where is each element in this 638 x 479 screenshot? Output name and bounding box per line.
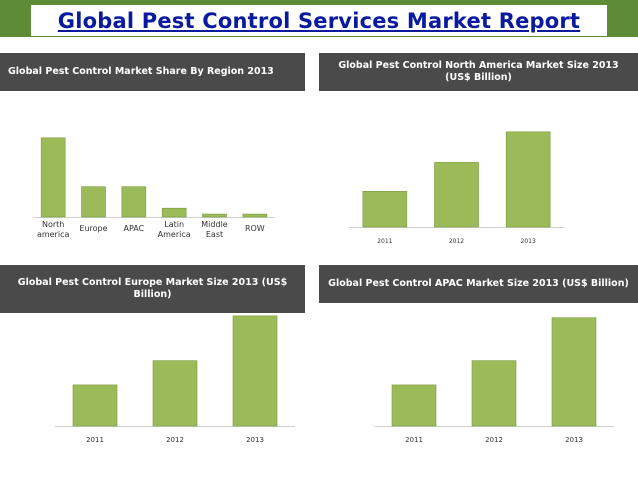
- chart-header-region: Global Pest Control Market Share By Regi…: [0, 53, 305, 91]
- bar-row: [242, 213, 268, 218]
- bar-2013: [551, 317, 597, 427]
- tick-label: Middle East: [201, 220, 228, 239]
- chart-europe: 2011 2012 2013: [55, 315, 295, 444]
- bar-apac: [121, 186, 147, 218]
- chart-header-north-america: Global Pest Control North America Market…: [319, 53, 638, 91]
- bar-2013: [232, 315, 278, 427]
- tick-label: Europe: [79, 224, 107, 233]
- tick-label: APAC: [123, 224, 144, 233]
- tick-label: 2012: [485, 436, 503, 444]
- chart-title-europe: Global Pest Control Europe Market Size 2…: [17, 277, 288, 300]
- tick-label: 2011: [86, 436, 104, 444]
- title-bar: Global Pest Control Services Market Repo…: [0, 0, 638, 37]
- bar-2011: [72, 384, 118, 427]
- title-box: Global Pest Control Services Market Repo…: [31, 5, 607, 36]
- bar-2011: [362, 191, 408, 228]
- chart-title-region: Global Pest Control Market Share By Regi…: [8, 66, 274, 77]
- chart-header-europe: Global Pest Control Europe Market Size 2…: [0, 265, 305, 313]
- tick-label: 2013: [565, 436, 583, 444]
- chart-title-apac: Global Pest Control APAC Market Size 201…: [328, 278, 629, 289]
- bar-2013: [505, 131, 551, 228]
- tick-label: 2013: [521, 238, 536, 245]
- chart-header-apac: Global Pest Control APAC Market Size 201…: [319, 265, 638, 303]
- bar-2012: [152, 360, 198, 427]
- tick-label: 2012: [449, 238, 464, 245]
- chart-title-north-america: Global Pest Control North America Market…: [338, 60, 619, 83]
- tick-label: North america: [37, 220, 70, 239]
- tick-label: 2011: [377, 238, 392, 245]
- bar-2012: [471, 360, 517, 427]
- chart-apac: 2011 2012 2013: [374, 317, 614, 444]
- page-title: Global Pest Control Services Market Repo…: [57, 8, 581, 33]
- bar-2012: [434, 162, 479, 228]
- bar-europe: [81, 186, 106, 218]
- bar-2011: [391, 384, 437, 427]
- tick-label: 2012: [166, 436, 184, 444]
- bar-latin-america: [161, 207, 187, 218]
- bar-north-america: [40, 137, 66, 218]
- chart-north-america: 2011 2012 2013: [349, 131, 564, 245]
- tick-label: ROW: [245, 224, 265, 233]
- tick-label: Latin America: [158, 220, 191, 239]
- chart-region-share: North america Europe APAC Latin America Middle…: [33, 137, 275, 239]
- tick-label: 2013: [246, 436, 264, 444]
- bar-middle-east: [202, 213, 227, 218]
- tick-label: 2011: [405, 436, 423, 444]
